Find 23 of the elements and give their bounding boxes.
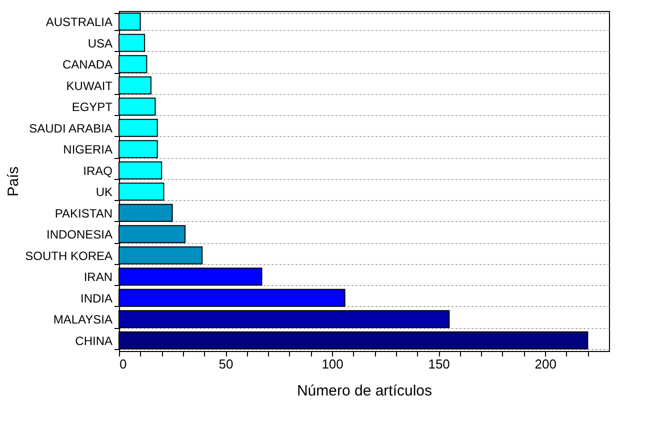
x-tick-label: 150 [428, 356, 450, 372]
y-tick-label: EGYPT [72, 100, 114, 114]
y-tick-label: NIGERIA [63, 142, 112, 157]
x-tick-label: 0 [120, 356, 127, 372]
y-tick-label: UK [96, 185, 112, 200]
x-tick-label: 200 [534, 356, 556, 372]
x-tick-label: 100 [322, 356, 344, 372]
y-tick-label: USA [88, 36, 112, 50]
y-tick-label: CANADA [62, 58, 112, 72]
y-tick-label: CHINA [75, 334, 112, 348]
y-tick-label: SAUDI ARABIA [29, 121, 112, 136]
y-tick-label: INDONESIA [46, 228, 112, 242]
y-tick-label: KUWAIT [66, 78, 114, 93]
y-tick-label: INDIA [80, 291, 112, 306]
y-tick-label: PAKISTAN [54, 206, 112, 220]
y-tick-label: AUSTRALIA [46, 15, 112, 30]
y-axis-title: País [5, 166, 22, 197]
x-tick-label: 50 [218, 356, 234, 372]
y-tick-label: IRAN [84, 270, 112, 284]
y-tick-label: MALAYSIA [53, 312, 112, 327]
x-axis-title: Número de artículos [296, 382, 432, 400]
y-tick-label: IRAQ [83, 164, 112, 178]
y-tick-label: SOUTH KOREA [25, 248, 112, 263]
